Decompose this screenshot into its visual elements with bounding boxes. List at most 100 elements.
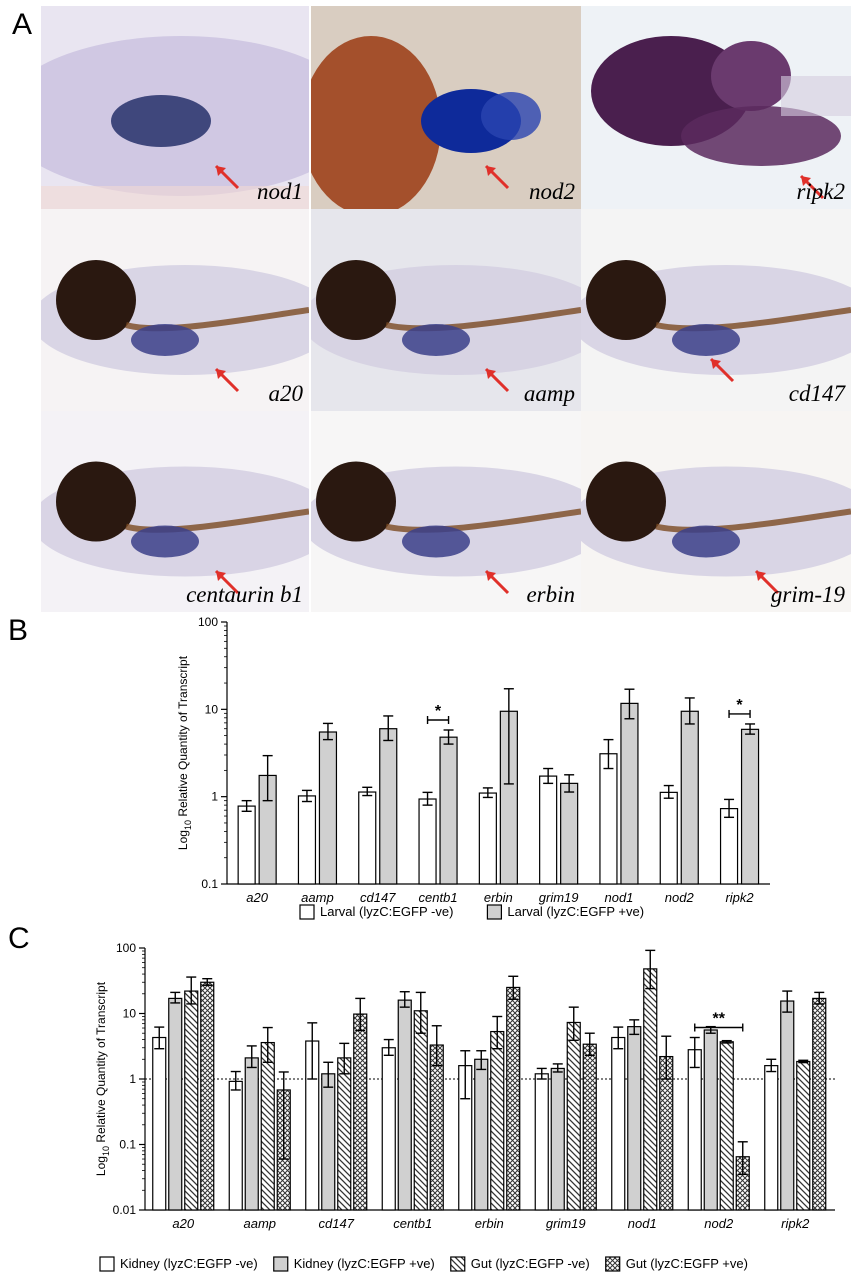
bar: [358, 791, 377, 885]
legend-label: Kidney (lyzC:EGFP +ve): [294, 1256, 435, 1271]
y-tick-label: 1: [129, 1072, 136, 1086]
bar: [703, 1029, 718, 1211]
bar: [740, 728, 760, 885]
bar: [168, 997, 183, 1211]
red-arrow-head: [486, 166, 496, 176]
bar: [643, 968, 658, 1211]
bar: [566, 1021, 581, 1211]
x-tick-label: nod1: [628, 1216, 657, 1231]
micrograph-erbin: erbin: [311, 411, 581, 612]
x-tick-label: aamp: [243, 1216, 276, 1231]
bar: [381, 1047, 396, 1211]
bar: [687, 1049, 702, 1211]
pigment-line: [385, 508, 581, 533]
x-tick-label: ripk2: [725, 890, 754, 905]
x-tick-label: grim19: [546, 1216, 586, 1231]
bar: [244, 1057, 259, 1211]
pigment-region: [311, 36, 441, 209]
bar: [413, 1010, 428, 1211]
x-tick-label: erbin: [484, 890, 513, 905]
x-tick-label: grim19: [539, 890, 579, 905]
legend-label: Larval (lyzC:EGFP +ve): [507, 904, 644, 919]
y-tick-label: 0.01: [113, 1203, 137, 1217]
y-tick-label: 100: [198, 615, 218, 629]
red-arrow-head: [711, 359, 721, 369]
bar: [353, 1013, 368, 1211]
eye: [56, 461, 136, 542]
significance-label: **: [713, 1011, 726, 1028]
bar: [534, 1073, 549, 1211]
bar: [490, 1030, 505, 1211]
legend-label: Gut (lyzC:EGFP -ve): [471, 1256, 590, 1271]
red-arrow-head: [216, 571, 226, 581]
staining-region: [131, 324, 199, 356]
bar: [228, 1080, 243, 1211]
y-tick-label: 10: [123, 1007, 137, 1021]
bar: [620, 702, 639, 885]
bar: [184, 990, 199, 1211]
tail-region: [781, 76, 851, 116]
bar: [812, 997, 827, 1211]
red-arrow-head: [486, 369, 496, 379]
legend-swatch: [605, 1256, 621, 1272]
eye: [56, 260, 136, 340]
legend-swatch: [273, 1256, 289, 1272]
y-axis-label: Log10 Relative Quantity of Transcript: [94, 981, 111, 1176]
bar: [297, 795, 317, 885]
micrograph-nod2: nod2: [311, 6, 581, 209]
micrograph-centaurin-b1: centaurin b1: [41, 411, 309, 612]
pigment-line: [655, 307, 851, 332]
gene-label-a20: a20: [268, 381, 304, 406]
legend-label: Larval (lyzC:EGFP -ve): [320, 904, 453, 919]
bar: [321, 1073, 336, 1211]
legend-swatch: [99, 1256, 115, 1272]
y-tick-label: 100: [116, 941, 136, 955]
x-tick-label: a20: [172, 1216, 194, 1231]
gene-label-nod2: nod2: [529, 179, 575, 204]
micrograph-ripk2: ripk2: [581, 6, 851, 209]
legend-label: Gut (lyzC:EGFP +ve): [626, 1256, 748, 1271]
pigment-line: [655, 508, 851, 533]
x-tick-label: cd147: [360, 890, 396, 905]
red-arrow-head: [216, 166, 226, 176]
bar: [474, 1058, 489, 1211]
gene-label-nod1: nod1: [257, 179, 303, 204]
bar: [397, 999, 412, 1211]
x-tick-label: nod2: [704, 1216, 734, 1231]
bar: [379, 728, 398, 885]
bar: [260, 1041, 275, 1211]
bar: [582, 1043, 597, 1211]
gene-label-cd147: cd147: [788, 381, 845, 406]
staining-region: [672, 324, 740, 356]
bar: [659, 791, 678, 885]
legend-swatch: [450, 1256, 466, 1272]
yolk-region: [41, 186, 309, 209]
bar: [439, 736, 458, 885]
red-arrow-head: [756, 571, 766, 581]
x-tick-label: centb1: [419, 890, 458, 905]
bar: [764, 1065, 779, 1211]
micrograph-aamp: aamp: [311, 209, 581, 411]
staining-region-tail: [481, 92, 541, 140]
eye: [316, 461, 396, 542]
eye: [586, 260, 666, 340]
bar: [318, 731, 338, 885]
x-tick-label: nod2: [665, 890, 695, 905]
gene-label-centaurin-b1: centaurin b1: [186, 582, 303, 607]
micrograph-nod1: nod1: [41, 6, 309, 209]
staining-region: [131, 525, 199, 558]
panel-label-c: C: [8, 922, 30, 955]
x-tick-label: erbin: [475, 1216, 504, 1231]
x-tick-label: ripk2: [781, 1216, 810, 1231]
legend-swatch: [486, 904, 503, 920]
x-tick-label: a20: [246, 890, 268, 905]
y-axis-label: Log10 Relative Quantity of Transcript: [176, 655, 193, 850]
x-tick-label: centb1: [393, 1216, 432, 1231]
significance-label: *: [435, 703, 442, 720]
red-arrow-head: [216, 369, 226, 379]
chart-c: 0.01 0.1 1 10 100 Log10 Relative Quantity of …: [94, 941, 835, 1272]
gene-label-erbin: erbin: [526, 582, 575, 607]
bar: [680, 710, 699, 885]
x-tick-label: nod1: [604, 890, 633, 905]
staining-region: [402, 525, 470, 558]
